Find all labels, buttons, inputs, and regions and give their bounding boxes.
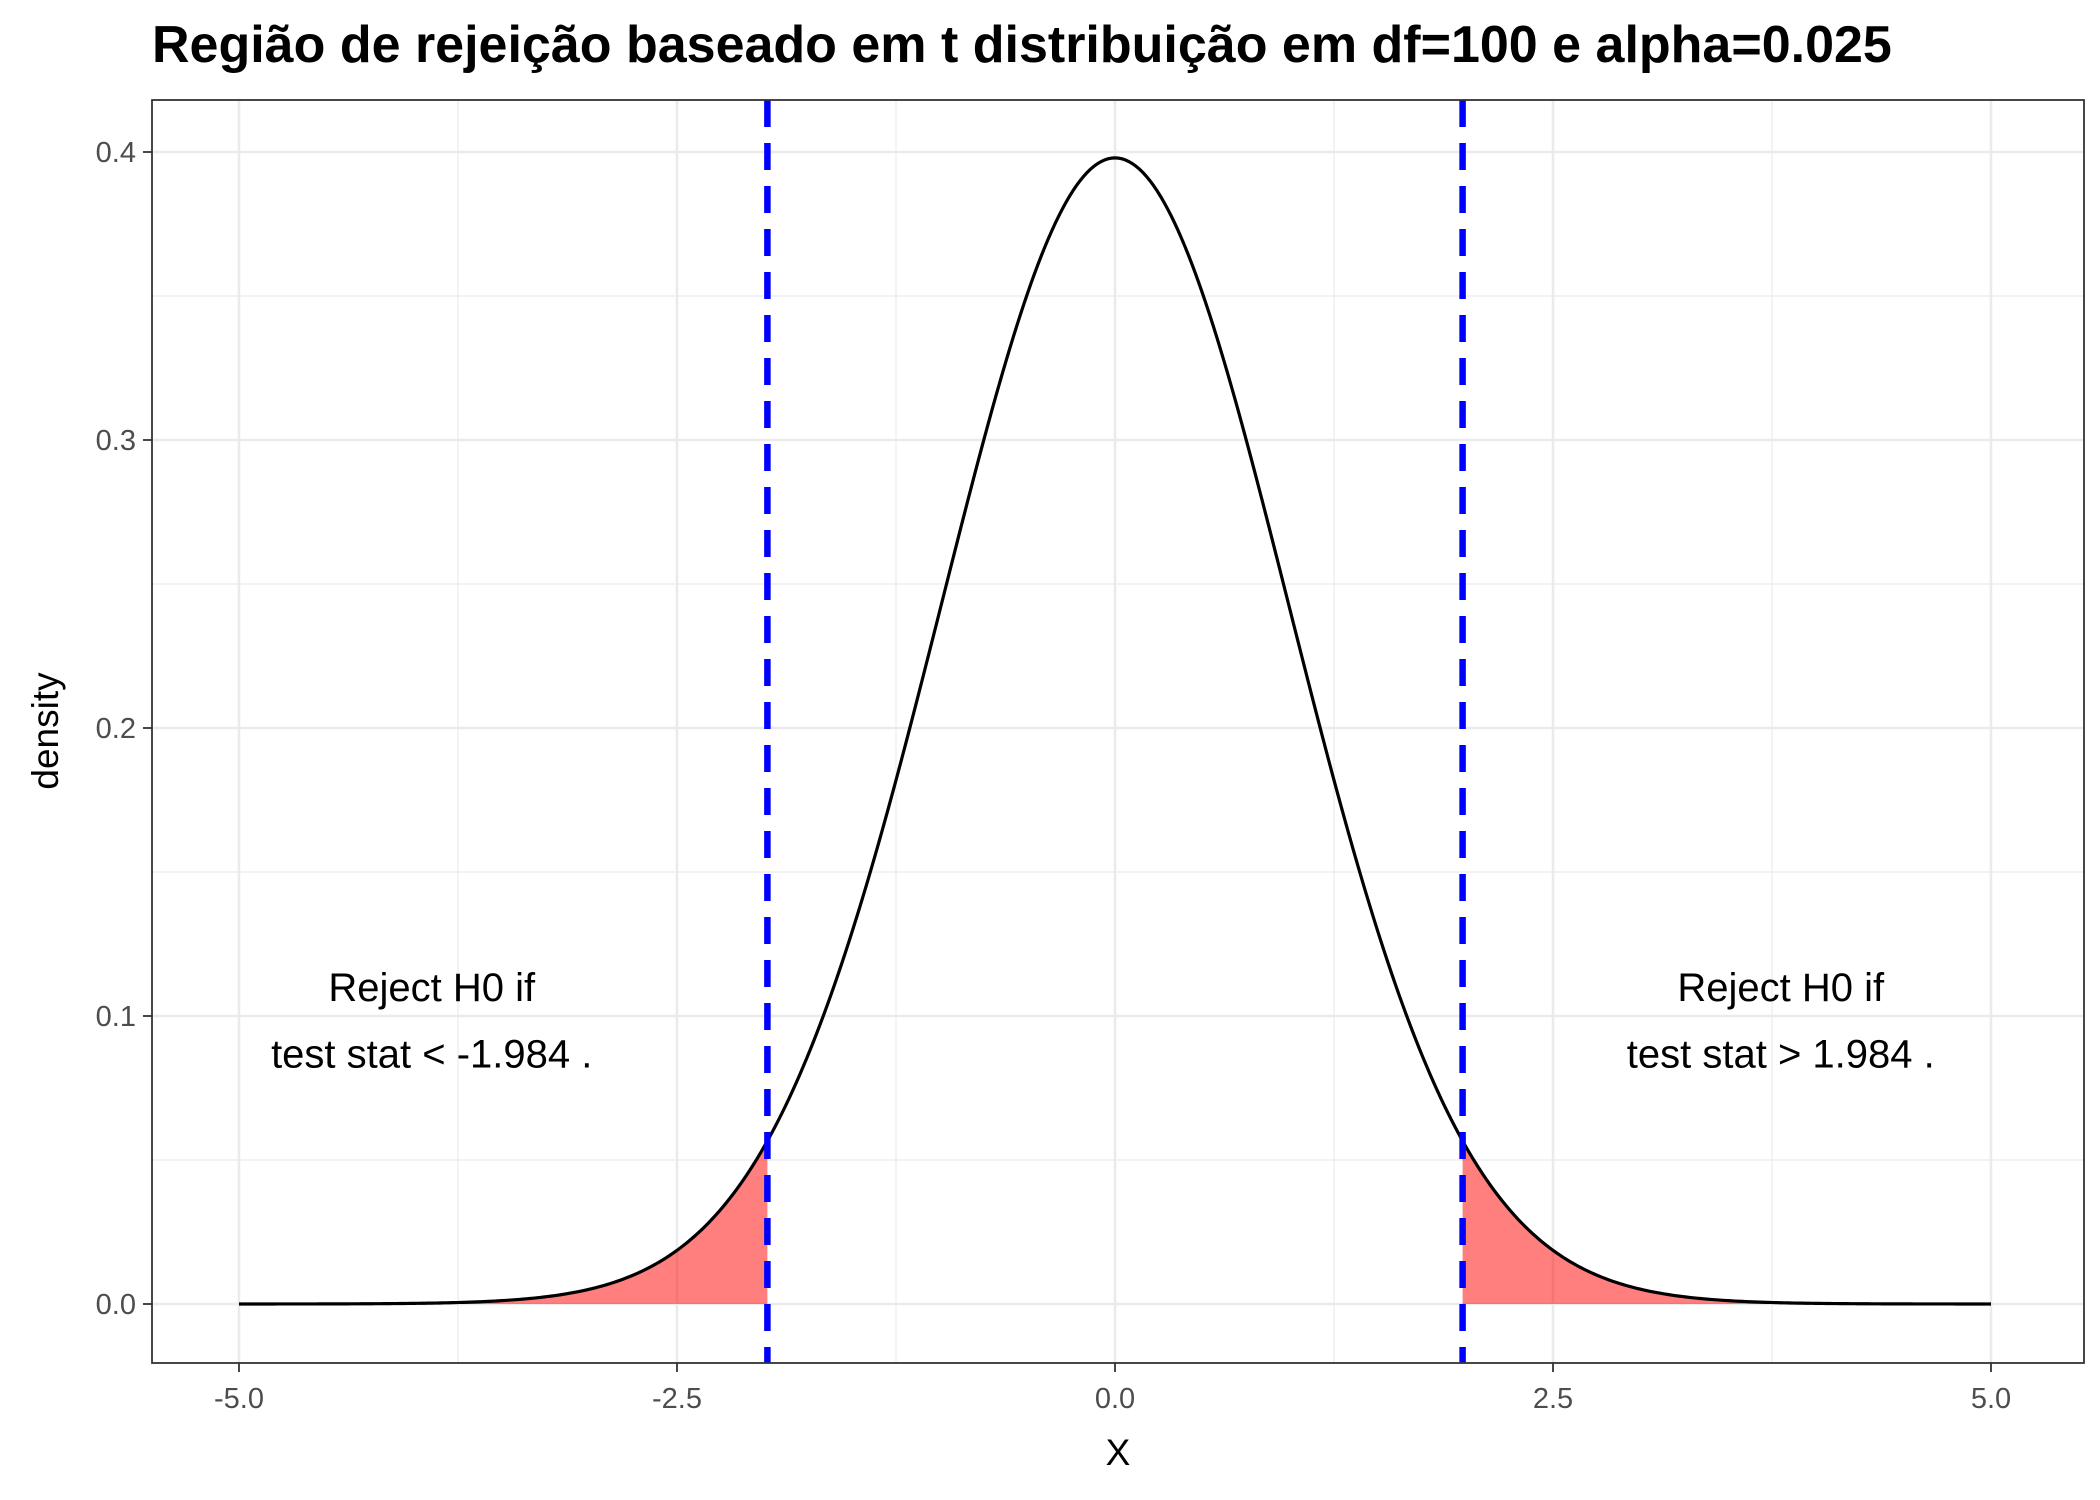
density-curve: [238, 156, 1992, 1306]
x-tick-label: 0.0: [1095, 1383, 1135, 1415]
plot-border: [151, 99, 2085, 1364]
y-tick-label: 0.2: [96, 713, 136, 745]
x-axis-title: X: [1106, 1432, 1131, 1473]
rejection-regions: [239, 1140, 1991, 1304]
chart-title: Região de rejeição baseado em t distribu…: [152, 16, 1892, 74]
annotations: Reject H0 if test stat < -1.984 . Reject H…: [271, 966, 1935, 1076]
density-curve-layer: [238, 156, 1992, 1306]
x-tick-label: -5.0: [214, 1383, 264, 1415]
y-tick-label: 0.3: [96, 425, 136, 457]
x-tick-label: -2.5: [652, 1383, 702, 1415]
x-tick-label: 5.0: [1971, 1383, 2011, 1415]
annotation-right-line-1: Reject H0 if: [1677, 966, 1885, 1010]
y-axis-title: density: [25, 672, 66, 790]
annotation-left-line-1: Reject H0 if: [328, 966, 536, 1010]
y-tick-label: 0.0: [96, 1289, 136, 1321]
rejection-region-left: [239, 1140, 768, 1304]
y-tick-label: 0.1: [96, 1001, 136, 1033]
annotation-left-line-2: test stat < -1.984 .: [271, 1032, 592, 1076]
rejection-region-right: [1462, 1140, 1991, 1304]
critical-value-lines: [764, 100, 1466, 1363]
x-tick-label: 2.5: [1533, 1383, 1573, 1415]
axis-ticks: -5.0 -2.5 0.0 2.5 5.0 0.0 0.1 0.2 0.3 0.4: [96, 137, 2011, 1415]
annotation-right-line-2: test stat > 1.984 .: [1627, 1032, 1935, 1076]
plot-panel: [152, 100, 2084, 1363]
y-tick-label: 0.4: [96, 137, 136, 169]
